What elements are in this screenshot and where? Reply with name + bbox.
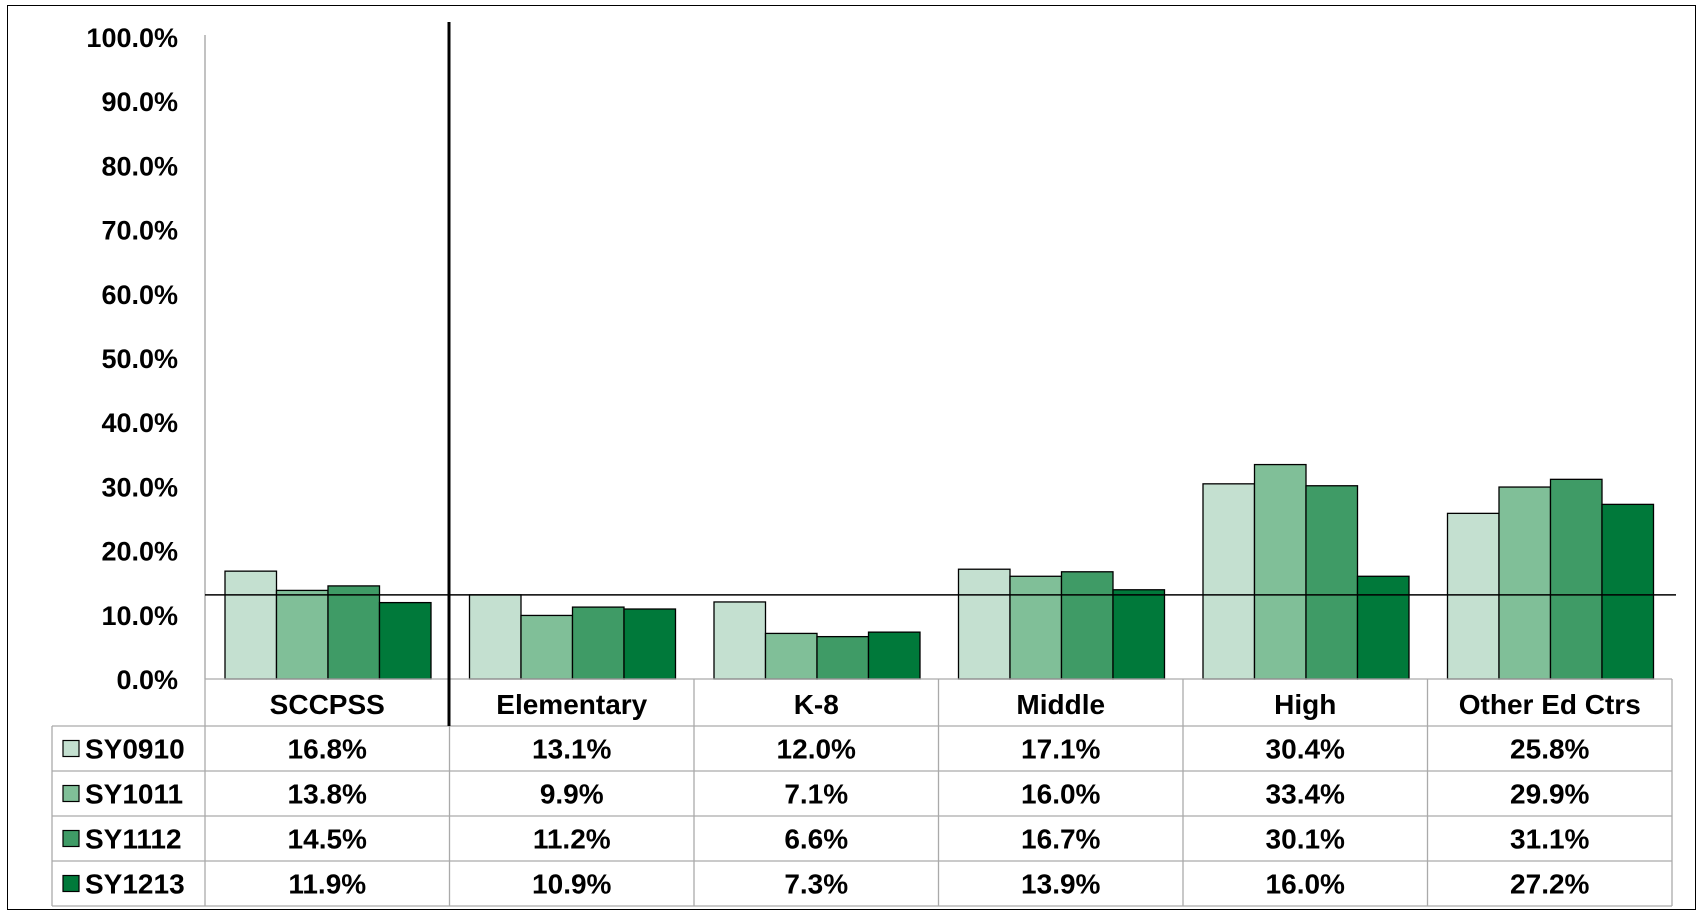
bar-SY1112-4	[1305, 485, 1359, 680]
data-label: 25.8%	[1510, 734, 1589, 765]
data-label: 27.2%	[1510, 869, 1589, 900]
legend-label: SY1112	[85, 824, 182, 855]
bar-SY1112-1	[571, 606, 625, 680]
category-label: K-8	[794, 689, 839, 720]
legend-key-SY1011	[62, 784, 80, 803]
data-label: 14.5%	[288, 824, 367, 855]
data-label: 30.1%	[1266, 824, 1345, 855]
data-label: 12.0%	[777, 734, 856, 765]
legend-label: SY1213	[85, 869, 185, 900]
category-label: Elementary	[496, 689, 647, 720]
bar-SY0910-1	[468, 594, 522, 680]
data-label: 17.1%	[1021, 734, 1100, 765]
data-label: 13.8%	[288, 779, 367, 810]
bar-SY0910-2	[713, 601, 767, 680]
y-tick-label: 90.0%	[101, 87, 178, 117]
y-tick-label: 10.0%	[101, 601, 178, 631]
data-label: 13.9%	[1021, 869, 1100, 900]
y-tick-label: 60.0%	[101, 280, 178, 310]
category-label: Middle	[1016, 689, 1105, 720]
bar-SY1011-5	[1498, 486, 1552, 680]
bar-SY1112-0	[327, 585, 381, 680]
bar-SY1112-2	[816, 635, 870, 680]
chart-frame	[7, 5, 1696, 910]
data-label: 31.1%	[1510, 824, 1589, 855]
category-label: Other Ed Ctrs	[1459, 689, 1641, 720]
legend-label: SY0910	[85, 734, 185, 765]
bar-SY1213-1	[623, 608, 677, 680]
data-label: 7.3%	[784, 869, 848, 900]
data-label: 6.6%	[784, 824, 848, 855]
bar-SY0910-0	[224, 570, 278, 680]
bar-SY1213-0	[378, 601, 432, 680]
bar-SY1112-5	[1549, 478, 1603, 680]
category-label: High	[1274, 689, 1336, 720]
legend-key-SY0910	[62, 739, 80, 758]
bar-SY1011-4	[1253, 463, 1307, 680]
bar-SY1011-1	[520, 614, 574, 680]
bar-SY0910-3	[957, 568, 1011, 680]
legend-label: SY1011	[85, 779, 183, 810]
data-label: 9.9%	[540, 779, 604, 810]
y-tick-label: 70.0%	[101, 216, 178, 246]
data-label: 11.9%	[288, 869, 366, 900]
bar-SY1213-2	[867, 631, 921, 680]
bar-SY1011-2	[764, 632, 818, 680]
bar-SY1112-3	[1060, 571, 1114, 680]
data-label: 13.1%	[532, 734, 611, 765]
y-tick-label: 20.0%	[101, 537, 178, 567]
y-tick-label: 80.0%	[101, 151, 178, 181]
data-label: 16.0%	[1266, 869, 1345, 900]
data-label: 29.9%	[1510, 779, 1589, 810]
bar-SY0910-5	[1446, 512, 1500, 680]
y-tick-label: 100.0%	[86, 23, 178, 53]
data-label: 11.2%	[533, 824, 611, 855]
data-label: 16.8%	[288, 734, 367, 765]
bar-SY0910-4	[1202, 483, 1256, 680]
data-label: 33.4%	[1266, 779, 1345, 810]
y-tick-label: 40.0%	[101, 408, 178, 438]
legend-key-SY1213	[62, 874, 80, 893]
bar-SY1011-3	[1009, 575, 1063, 680]
bar-SY1213-3	[1112, 589, 1166, 680]
bar-SY1213-4	[1356, 575, 1410, 680]
bar-SY1011-0	[275, 589, 329, 680]
category-label: SCCPSS	[270, 689, 385, 720]
legend-key-SY1112	[62, 829, 80, 848]
data-label: 16.0%	[1021, 779, 1100, 810]
y-tick-label: 30.0%	[101, 472, 178, 502]
y-tick-label: 0.0%	[116, 665, 178, 695]
data-label: 30.4%	[1266, 734, 1345, 765]
bar-SY1213-5	[1601, 503, 1655, 680]
data-label: 16.7%	[1021, 824, 1100, 855]
data-label: 10.9%	[532, 869, 611, 900]
y-tick-label: 50.0%	[101, 344, 178, 374]
data-label: 7.1%	[784, 779, 848, 810]
